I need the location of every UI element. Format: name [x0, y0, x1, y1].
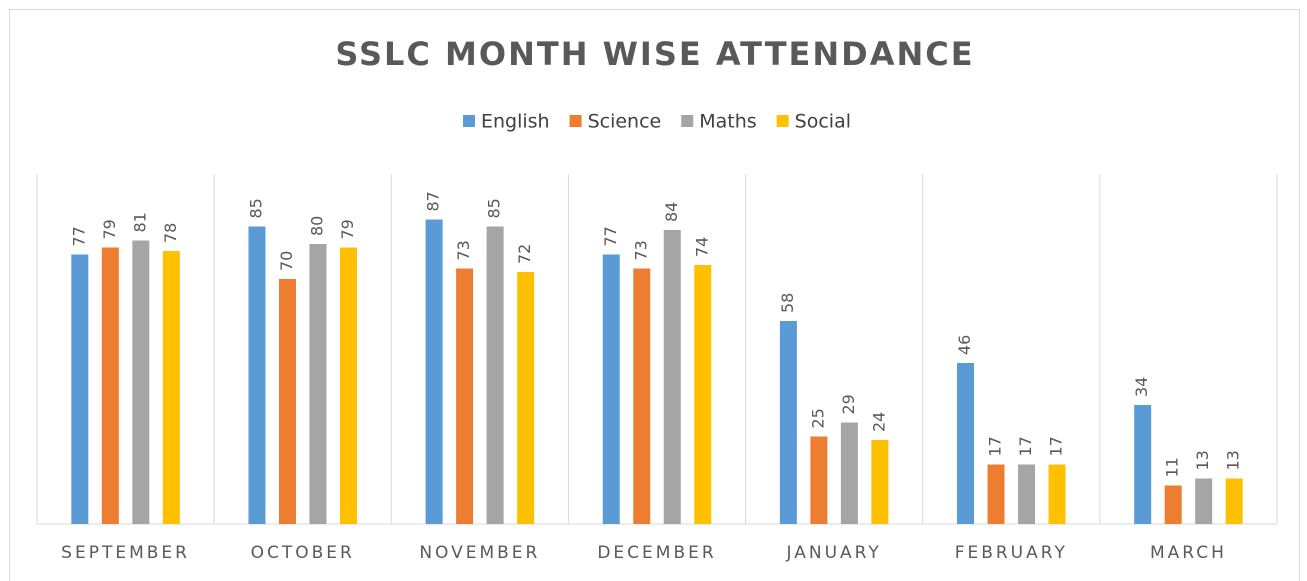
- bar: [810, 436, 828, 524]
- x-tick-label: OCTOBER: [251, 543, 355, 563]
- value-label: 81: [130, 212, 149, 232]
- bar: [957, 363, 975, 524]
- legend-swatch: [776, 115, 789, 127]
- chart-title: SSLC MONTH WISE ATTENDANCE: [335, 35, 974, 73]
- value-label: 72: [515, 244, 534, 264]
- value-label: 85: [485, 198, 504, 218]
- bar: [456, 268, 474, 524]
- bar: [1018, 464, 1036, 524]
- value-label: 29: [839, 394, 858, 414]
- value-label: 13: [1193, 450, 1212, 470]
- value-label: 24: [869, 412, 888, 432]
- value-label: 78: [161, 223, 180, 243]
- value-label: 17: [986, 436, 1005, 456]
- value-label: 85: [246, 198, 265, 218]
- bar: [248, 226, 266, 524]
- value-label: 77: [601, 226, 620, 246]
- x-tick-label: SEPTEMBER: [61, 543, 190, 563]
- value-label: 77: [69, 226, 88, 246]
- bar: [1134, 405, 1152, 524]
- bar: [779, 321, 797, 524]
- bar: [1225, 478, 1243, 524]
- legend-swatch: [681, 115, 694, 127]
- value-label: 79: [100, 219, 119, 239]
- bar: [1195, 478, 1213, 524]
- bar: [278, 279, 296, 524]
- x-tick-label: FEBRUARY: [955, 543, 1068, 563]
- bar: [663, 230, 681, 524]
- x-tick-label: DECEMBER: [597, 543, 716, 563]
- bar: [1164, 485, 1182, 524]
- value-label: 73: [631, 240, 650, 260]
- legend: English Science Maths Social: [462, 111, 851, 133]
- bar: [486, 226, 504, 524]
- value-label: 87: [424, 191, 443, 211]
- value-label: 80: [307, 216, 326, 236]
- legend-label: English: [481, 111, 550, 133]
- x-tick-label: NOVEMBER: [419, 543, 540, 563]
- legend-label: Social: [795, 111, 851, 133]
- value-label: 73: [454, 240, 473, 260]
- legend-label: Science: [588, 111, 662, 133]
- bar: [987, 464, 1005, 524]
- bar: [101, 247, 119, 524]
- bar: [871, 440, 889, 524]
- value-label: 58: [778, 293, 797, 313]
- value-label: 70: [277, 251, 296, 271]
- bar: [1048, 464, 1066, 524]
- x-tick-label: JANUARY: [786, 543, 882, 563]
- legend-label: Maths: [699, 111, 756, 133]
- bar: [132, 240, 150, 524]
- bar: [309, 244, 327, 524]
- bar: [425, 219, 443, 524]
- x-tick-label: MARCH: [1150, 543, 1227, 563]
- bar: [71, 254, 89, 524]
- bar: [339, 247, 357, 524]
- value-label: 17: [1047, 436, 1066, 456]
- bar: [694, 265, 712, 524]
- value-label: 34: [1132, 377, 1151, 397]
- bar: [602, 254, 620, 524]
- value-label: 25: [808, 408, 827, 428]
- bar: [633, 268, 651, 524]
- value-label: 74: [692, 237, 711, 257]
- legend-swatch: [462, 115, 475, 127]
- value-label: 13: [1224, 450, 1243, 470]
- legend-swatch: [569, 115, 582, 127]
- value-label: 17: [1016, 436, 1035, 456]
- value-label: 84: [662, 202, 681, 222]
- bar: [162, 251, 180, 524]
- value-label: 79: [338, 219, 357, 239]
- bar: [517, 272, 535, 524]
- chart-frame: [9, 9, 1300, 581]
- bar: [840, 422, 858, 524]
- value-label: 11: [1163, 457, 1182, 477]
- value-label: 46: [955, 335, 974, 355]
